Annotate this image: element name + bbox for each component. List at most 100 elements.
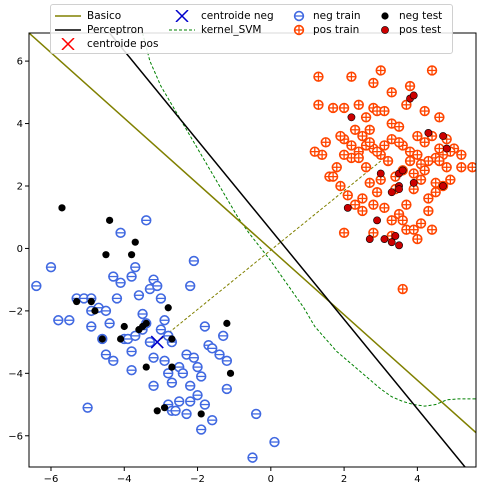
- neg-train-point: [152, 280, 163, 292]
- pos-train-point: [360, 112, 372, 123]
- pos-train-point: [338, 149, 350, 160]
- pos-train-point: [382, 155, 394, 167]
- pos-train-point: [430, 187, 441, 198]
- legend-label: pos train: [313, 24, 360, 36]
- pos-train-point: [401, 199, 412, 210]
- pos-train-point: [404, 80, 416, 92]
- data-points: [31, 65, 476, 463]
- neg-train-point: [159, 355, 170, 367]
- neg-train-point: [100, 305, 112, 317]
- legend-label: neg test: [399, 10, 443, 22]
- pos-test-point: [409, 91, 418, 100]
- neg-train-point: [174, 396, 185, 407]
- pos-test-point: [424, 129, 433, 137]
- pos-test-point: [387, 238, 396, 247]
- neg-test-point: [58, 204, 66, 212]
- decision-boundaries: [29, 33, 476, 467]
- pos-train-point: [412, 130, 423, 142]
- x-tick-label: −4: [117, 474, 132, 485]
- neg-train-point: [130, 261, 141, 273]
- neg-train-point: [185, 280, 196, 292]
- pos-train-point: [408, 224, 419, 235]
- legend: Basico Perceptron centroide pos centroid…: [50, 4, 453, 54]
- pos-train-point: [419, 165, 430, 176]
- neg-train-point: [126, 271, 137, 282]
- neg-test-point: [116, 335, 125, 343]
- neg-train-point: [115, 227, 126, 239]
- neg-train-point: [206, 343, 218, 354]
- neg-train-point: [111, 293, 123, 304]
- pos-train-point: [368, 227, 379, 239]
- basico-line: [29, 33, 476, 434]
- neg-train-point: [166, 377, 178, 388]
- y-tick-label: −6: [8, 431, 23, 442]
- pos-train-point: [419, 137, 430, 148]
- neg-test-point: [131, 238, 139, 246]
- pos-test-point: [387, 188, 396, 197]
- neg-train-point: [250, 408, 262, 420]
- pos-train-point: [346, 71, 357, 82]
- pos-train-point: [368, 199, 379, 210]
- pos-train-point: [379, 140, 390, 151]
- neg-test-point: [226, 369, 235, 377]
- neg-test-point: [142, 319, 150, 327]
- neg-train-point: [269, 436, 280, 448]
- pos-train-point: [404, 155, 416, 167]
- pos-train-point: [357, 130, 368, 142]
- pos-train-point: [419, 105, 430, 117]
- neg-train-point: [31, 280, 42, 292]
- neg-train-point: [170, 405, 181, 416]
- pos-train-point: [338, 102, 350, 114]
- neg-test-point: [142, 363, 150, 371]
- pos-train-point: [423, 193, 434, 204]
- neg-train-point: [177, 368, 189, 379]
- pos-test-point: [409, 178, 418, 187]
- neg-test-point: [197, 410, 205, 418]
- neg-train-point: [159, 315, 170, 326]
- legend-item-pos-test: pos test: [377, 23, 441, 37]
- pos-train-point: [353, 152, 364, 164]
- neg-train-point: [192, 361, 203, 373]
- pos-train-point: [353, 99, 364, 111]
- pos-train-point: [456, 162, 467, 173]
- pos-train-point: [320, 137, 331, 148]
- pos-train-point: [360, 162, 372, 173]
- neg-train-point: [82, 402, 93, 413]
- pos-test-point: [343, 203, 352, 212]
- pos-train-point: [375, 65, 386, 76]
- pos-train-point: [371, 146, 383, 157]
- legend-item-basico: Basico: [55, 9, 121, 23]
- pos-train-point: [423, 155, 434, 167]
- neg-test-point: [73, 297, 81, 306]
- neg-test-point: [223, 319, 231, 327]
- neg-train-point: [192, 389, 203, 401]
- perceptron-line: [109, 33, 466, 467]
- neg-train-point: [188, 352, 200, 363]
- legend-label: Perceptron: [87, 24, 144, 36]
- pos-train-point: [426, 224, 438, 235]
- ring-marker-icon: [293, 24, 305, 36]
- neg-train-point: [141, 215, 152, 226]
- pos-train-point: [434, 143, 445, 154]
- pos-test-point: [439, 132, 447, 140]
- neg-train-point: [155, 293, 167, 304]
- pos-train-point: [386, 215, 397, 226]
- neg-train-point: [104, 318, 115, 329]
- legend-item-kernel-svm: kernel_SVM: [169, 23, 262, 37]
- legend-item-perceptron: Perceptron: [55, 23, 144, 37]
- neg-train-point: [108, 271, 119, 282]
- pos-train-point: [412, 149, 423, 160]
- pos-train-point: [342, 190, 353, 201]
- legend-item-neg-test: neg test: [377, 9, 442, 23]
- legend-label: kernel_SVM: [201, 24, 262, 36]
- neg-train-point: [148, 380, 159, 392]
- y-tick-label: 4: [17, 119, 23, 130]
- pos-train-point: [415, 174, 427, 185]
- neg-train-point: [64, 315, 75, 326]
- neg-test-point: [127, 251, 136, 259]
- neg-test-point: [106, 216, 114, 224]
- pos-train-point: [335, 130, 346, 142]
- pos-train-point: [364, 137, 375, 148]
- dot-marker-icon: [381, 26, 389, 34]
- pos-train-point: [426, 65, 438, 76]
